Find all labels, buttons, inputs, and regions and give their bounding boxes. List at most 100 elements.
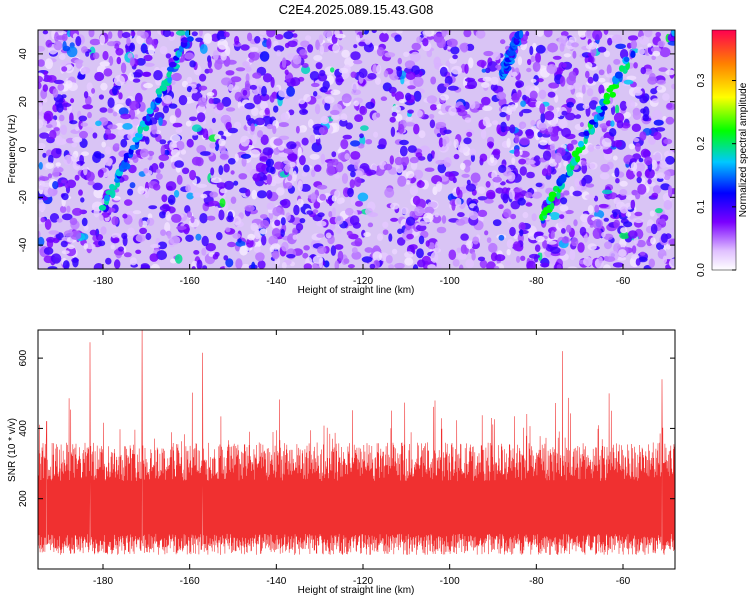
heatmap-cell xyxy=(202,128,209,139)
snr-panel: -180 -160 -140 -120 -100 -80 -60 200 400 600 Heig… xyxy=(7,329,676,596)
heatmap-cell xyxy=(585,62,593,69)
heatmap-cell xyxy=(234,153,239,162)
heatmap-cell xyxy=(111,232,121,239)
heatmap-cell xyxy=(498,204,504,210)
heatmap-cell xyxy=(167,194,176,205)
heatmap-cell xyxy=(42,30,49,35)
heatmap-cell xyxy=(383,163,393,171)
heatmap-cell xyxy=(350,151,361,160)
heatmap-cell xyxy=(615,104,620,115)
heatmap-cell xyxy=(167,231,172,239)
heatmap-cell xyxy=(388,264,395,269)
heatmap-cell xyxy=(259,51,270,62)
heatmap-cell xyxy=(284,163,291,173)
heatmap-cell xyxy=(52,181,59,190)
heatmap-cell xyxy=(59,53,66,61)
heatmap-cell xyxy=(541,168,548,177)
heatmap-cell xyxy=(645,169,650,178)
heatmap-cell xyxy=(373,131,379,138)
heatmap-cell xyxy=(504,260,511,266)
heatmap-cell xyxy=(71,153,77,162)
heatmap-cell xyxy=(191,31,198,37)
heatmap-cell xyxy=(633,62,638,69)
heatmap-cell xyxy=(94,71,105,82)
heatmap-cell xyxy=(297,147,302,157)
heatmap-cell xyxy=(439,94,450,101)
heatmap-cell xyxy=(253,246,261,253)
heatmap-cell xyxy=(299,108,309,115)
heatmap-cell xyxy=(61,103,72,107)
heatmap-cell xyxy=(324,96,335,104)
snr-x-tick-label: -100 xyxy=(440,576,460,587)
heatmap-cell xyxy=(469,100,476,110)
heatmap-cell xyxy=(75,60,83,69)
heatmap-cell xyxy=(128,72,134,82)
heatmap-cell xyxy=(354,237,363,247)
heatmap-cell xyxy=(346,230,353,236)
heatmap-cell xyxy=(39,132,50,139)
heatmap-cell xyxy=(274,86,280,93)
heatmap-cell xyxy=(312,255,324,264)
heatmap-cell xyxy=(256,190,267,199)
heatmap-cell xyxy=(465,259,475,269)
heatmap-cell xyxy=(125,84,135,94)
heatmap-cell xyxy=(210,167,215,176)
heatmap-cell xyxy=(316,184,328,190)
heatmap-cell xyxy=(396,67,403,78)
heatmap-cell xyxy=(535,44,546,54)
heatmap-cell xyxy=(585,44,596,50)
heatmap-cell xyxy=(47,173,53,179)
heatmap-cell xyxy=(216,232,223,241)
heatmap-cell xyxy=(299,155,306,166)
heatmap-cell xyxy=(409,185,419,196)
heatmap-cell xyxy=(415,224,427,232)
heatmap-cell xyxy=(48,154,54,164)
heatmap-cell xyxy=(149,253,159,262)
heatmap-cell xyxy=(323,260,330,268)
heatmap-cell xyxy=(659,160,667,169)
heatmap-cell xyxy=(388,86,397,94)
heatmap-cell xyxy=(542,150,552,161)
heatmap-cell xyxy=(77,73,86,80)
heatmap-cell xyxy=(42,152,47,158)
heatmap-cell xyxy=(76,160,85,165)
heatmap-cell xyxy=(639,35,650,45)
heatmap-cell xyxy=(651,55,656,60)
heatmap-cell xyxy=(280,229,285,237)
heatmap-cell xyxy=(531,191,543,199)
heatmap-cell xyxy=(340,139,349,150)
heatmap-cell xyxy=(376,233,384,241)
heatmap-cell xyxy=(587,144,595,153)
heatmap-cell xyxy=(647,178,652,185)
heatmap-cell xyxy=(518,149,523,156)
heatmap-cell xyxy=(382,229,389,235)
heatmap-cell xyxy=(655,208,663,214)
heatmap-cell xyxy=(259,109,266,116)
heatmap-cell xyxy=(604,256,616,262)
heatmap-cell xyxy=(130,31,136,37)
heatmap-cell xyxy=(358,68,368,79)
heatmap-cell xyxy=(405,71,416,81)
heatmap-cell xyxy=(460,162,466,171)
heatmap-cell xyxy=(49,129,57,140)
heatmap-cell xyxy=(560,197,568,205)
heatmap-cell xyxy=(312,209,319,214)
heatmap-cell xyxy=(176,174,183,185)
heatmap-cell xyxy=(148,205,158,210)
heatmap-cell xyxy=(585,70,590,79)
heatmap-cell xyxy=(492,51,501,61)
heatmap-cell xyxy=(313,91,318,97)
heatmap-cell xyxy=(426,49,433,58)
heatmap-cell xyxy=(430,251,439,263)
heatmap-cell xyxy=(122,123,133,130)
heatmap-cell xyxy=(600,163,610,173)
heatmap-cell xyxy=(105,146,112,155)
heatmap-cell xyxy=(598,84,605,95)
heatmap-cell xyxy=(389,155,394,165)
heatmap-cell xyxy=(53,79,65,85)
heatmap-cell xyxy=(132,210,142,215)
heatmap-cell xyxy=(225,107,236,112)
heatmap-cell xyxy=(603,50,611,58)
heatmap-cell xyxy=(176,225,187,230)
heatmap-cell xyxy=(486,261,496,269)
